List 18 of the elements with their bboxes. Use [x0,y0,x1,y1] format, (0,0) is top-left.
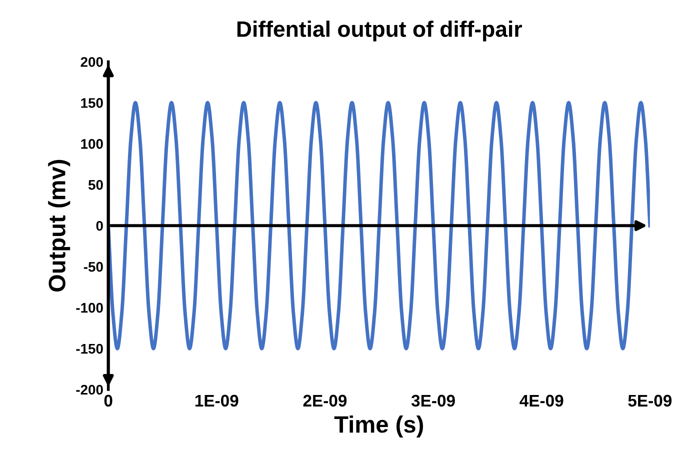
x-tick-label: 4E-09 [520,394,564,407]
y-tick-label: 0 [96,220,103,231]
x-axis-title: Time (s) [334,415,424,438]
x-tick-label: 0 [104,394,112,407]
x-tick-label: 2E-09 [303,394,347,407]
x-tick-label: 1E-09 [195,394,238,407]
x-tick-label: 5E-09 [628,394,672,407]
y-tick-label: -50 [84,262,103,272]
y-tick-label: -100 [76,302,103,313]
y-tick-label: -200 [76,384,103,395]
y-axis-title: Output (mv) [48,160,70,292]
y-tick-label: 200 [80,57,103,67]
y-tick-label: 100 [81,139,103,149]
y-tick-label: -150 [76,344,103,354]
y-tick-label: 150 [81,98,103,108]
chart-title: Diffential output of diff-pair [237,20,522,42]
x-tick-label: 3E-09 [411,394,455,407]
y-tick-label: 50 [88,180,103,190]
